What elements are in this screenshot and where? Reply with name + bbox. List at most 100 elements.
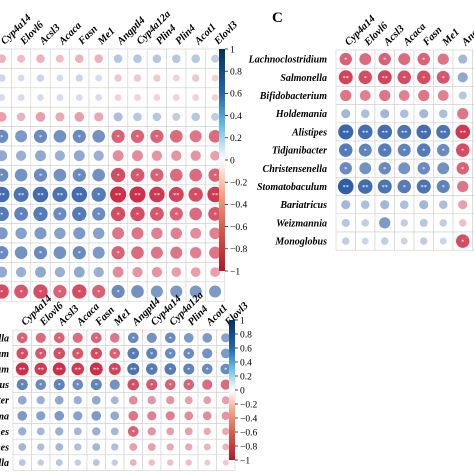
significance-mark: **: [421, 129, 428, 136]
colorbar-tick-label: 0.4: [240, 358, 252, 368]
correlation-dot: [33, 206, 48, 222]
row-label: Tidjanibacter: [272, 146, 327, 157]
significance-mark: **: [362, 129, 369, 136]
correlation-dot: [208, 207, 222, 221]
correlation-dot: [208, 168, 222, 182]
significance-mark: *: [116, 173, 119, 180]
correlation-dot: [459, 219, 467, 227]
significance-mark: *: [116, 211, 119, 218]
significance-mark: **: [460, 129, 467, 136]
correlation-dot: [72, 332, 83, 343]
correlation-dot: [73, 427, 82, 436]
column-label: Me1: [440, 27, 462, 49]
correlation-dot: [53, 379, 65, 391]
correlation-dot: [202, 379, 213, 390]
significance-mark: *: [155, 173, 158, 180]
colorbar: [219, 49, 225, 271]
correlation-dot: [220, 363, 232, 375]
significance-mark: *: [213, 211, 216, 218]
correlation-dot: [377, 179, 392, 194]
correlation-dot: [54, 410, 65, 421]
correlation-dot: [458, 54, 468, 64]
correlation-dot: [221, 333, 231, 343]
significance-mark: *: [116, 134, 119, 141]
significance-mark: **: [75, 367, 82, 374]
correlation-dot: [202, 411, 212, 421]
correlation-dot: [0, 94, 6, 101]
correlation-dot: [53, 332, 65, 344]
correlation-dot: [55, 427, 64, 436]
significance-mark: **: [173, 192, 180, 199]
correlation-dot: [398, 53, 411, 66]
correlation-dot: [146, 379, 158, 391]
heatmap-cell: [472, 213, 474, 233]
correlation-dot: [13, 187, 29, 202]
correlation-dot: [164, 363, 177, 375]
significance-mark: *: [39, 351, 42, 358]
column-label: Me1: [111, 307, 133, 329]
significance-mark: *: [155, 134, 158, 141]
correlation-dot: [167, 459, 174, 466]
significance-mark: **: [93, 367, 100, 374]
correlation-dot: [170, 285, 183, 298]
correlation-dot: [55, 443, 64, 451]
correlation-dot: [148, 459, 155, 466]
correlation-dot: [202, 332, 213, 343]
correlation-dot: [73, 227, 86, 240]
colorbar-tick-label: −1: [240, 456, 250, 466]
correlation-dot: [458, 91, 467, 100]
correlation-dot: [221, 411, 230, 420]
significance-mark: *: [442, 184, 445, 191]
correlation-dot: [183, 348, 195, 359]
correlation-dot: [92, 129, 106, 143]
significance-mark: *: [78, 211, 81, 218]
colorbar-tick-label: −0.2: [240, 400, 257, 410]
correlation-dot: [438, 109, 448, 118]
row-label: nes: [0, 443, 9, 454]
correlation-dot: [220, 379, 231, 390]
significance-mark: *: [403, 184, 406, 191]
heatmap-cell: [472, 158, 474, 178]
correlation-dot: [146, 332, 157, 343]
correlation-dot: [92, 207, 106, 221]
correlation-dot: [111, 443, 119, 451]
correlation-dot: [112, 266, 124, 278]
correlation-dot: [221, 396, 230, 405]
correlation-dot: [341, 109, 351, 119]
correlation-dot: [72, 284, 87, 299]
correlation-dot: [169, 207, 183, 221]
correlation-dot: [72, 347, 84, 359]
row-label: obus: [0, 380, 9, 391]
correlation-dot: [110, 167, 126, 183]
correlation-dot: [0, 54, 6, 63]
correlation-dot: [74, 459, 81, 466]
significance-mark: *: [58, 382, 61, 389]
correlation-dot: [378, 143, 392, 157]
correlation-dot: [220, 348, 231, 359]
correlation-dot: [92, 227, 105, 240]
correlation-dot: [170, 246, 183, 259]
column-label: Me1: [95, 26, 117, 48]
significance-mark: *: [213, 173, 216, 180]
correlation-dot: [146, 347, 158, 359]
correlation-dot: [183, 379, 195, 390]
correlation-dot: [18, 443, 27, 451]
correlation-dot: [211, 112, 220, 121]
significance-mark: *: [0, 173, 3, 180]
significance-mark: **: [76, 192, 83, 199]
significance-mark: *: [461, 148, 464, 155]
correlation-dot: [91, 410, 102, 421]
correlation-dot: [397, 143, 411, 157]
significance-mark: *: [422, 148, 425, 155]
significance-mark: **: [343, 75, 350, 82]
correlation-dot: [170, 227, 183, 240]
significance-mark: *: [78, 250, 81, 257]
correlation-dot: [72, 246, 86, 260]
correlation-dot: [184, 396, 193, 405]
column-label: Elovl3: [222, 301, 250, 329]
correlation-dot: [54, 227, 66, 240]
significance-mark: **: [18, 192, 25, 199]
significance-mark: **: [401, 129, 408, 136]
correlation-dot: [164, 348, 176, 359]
